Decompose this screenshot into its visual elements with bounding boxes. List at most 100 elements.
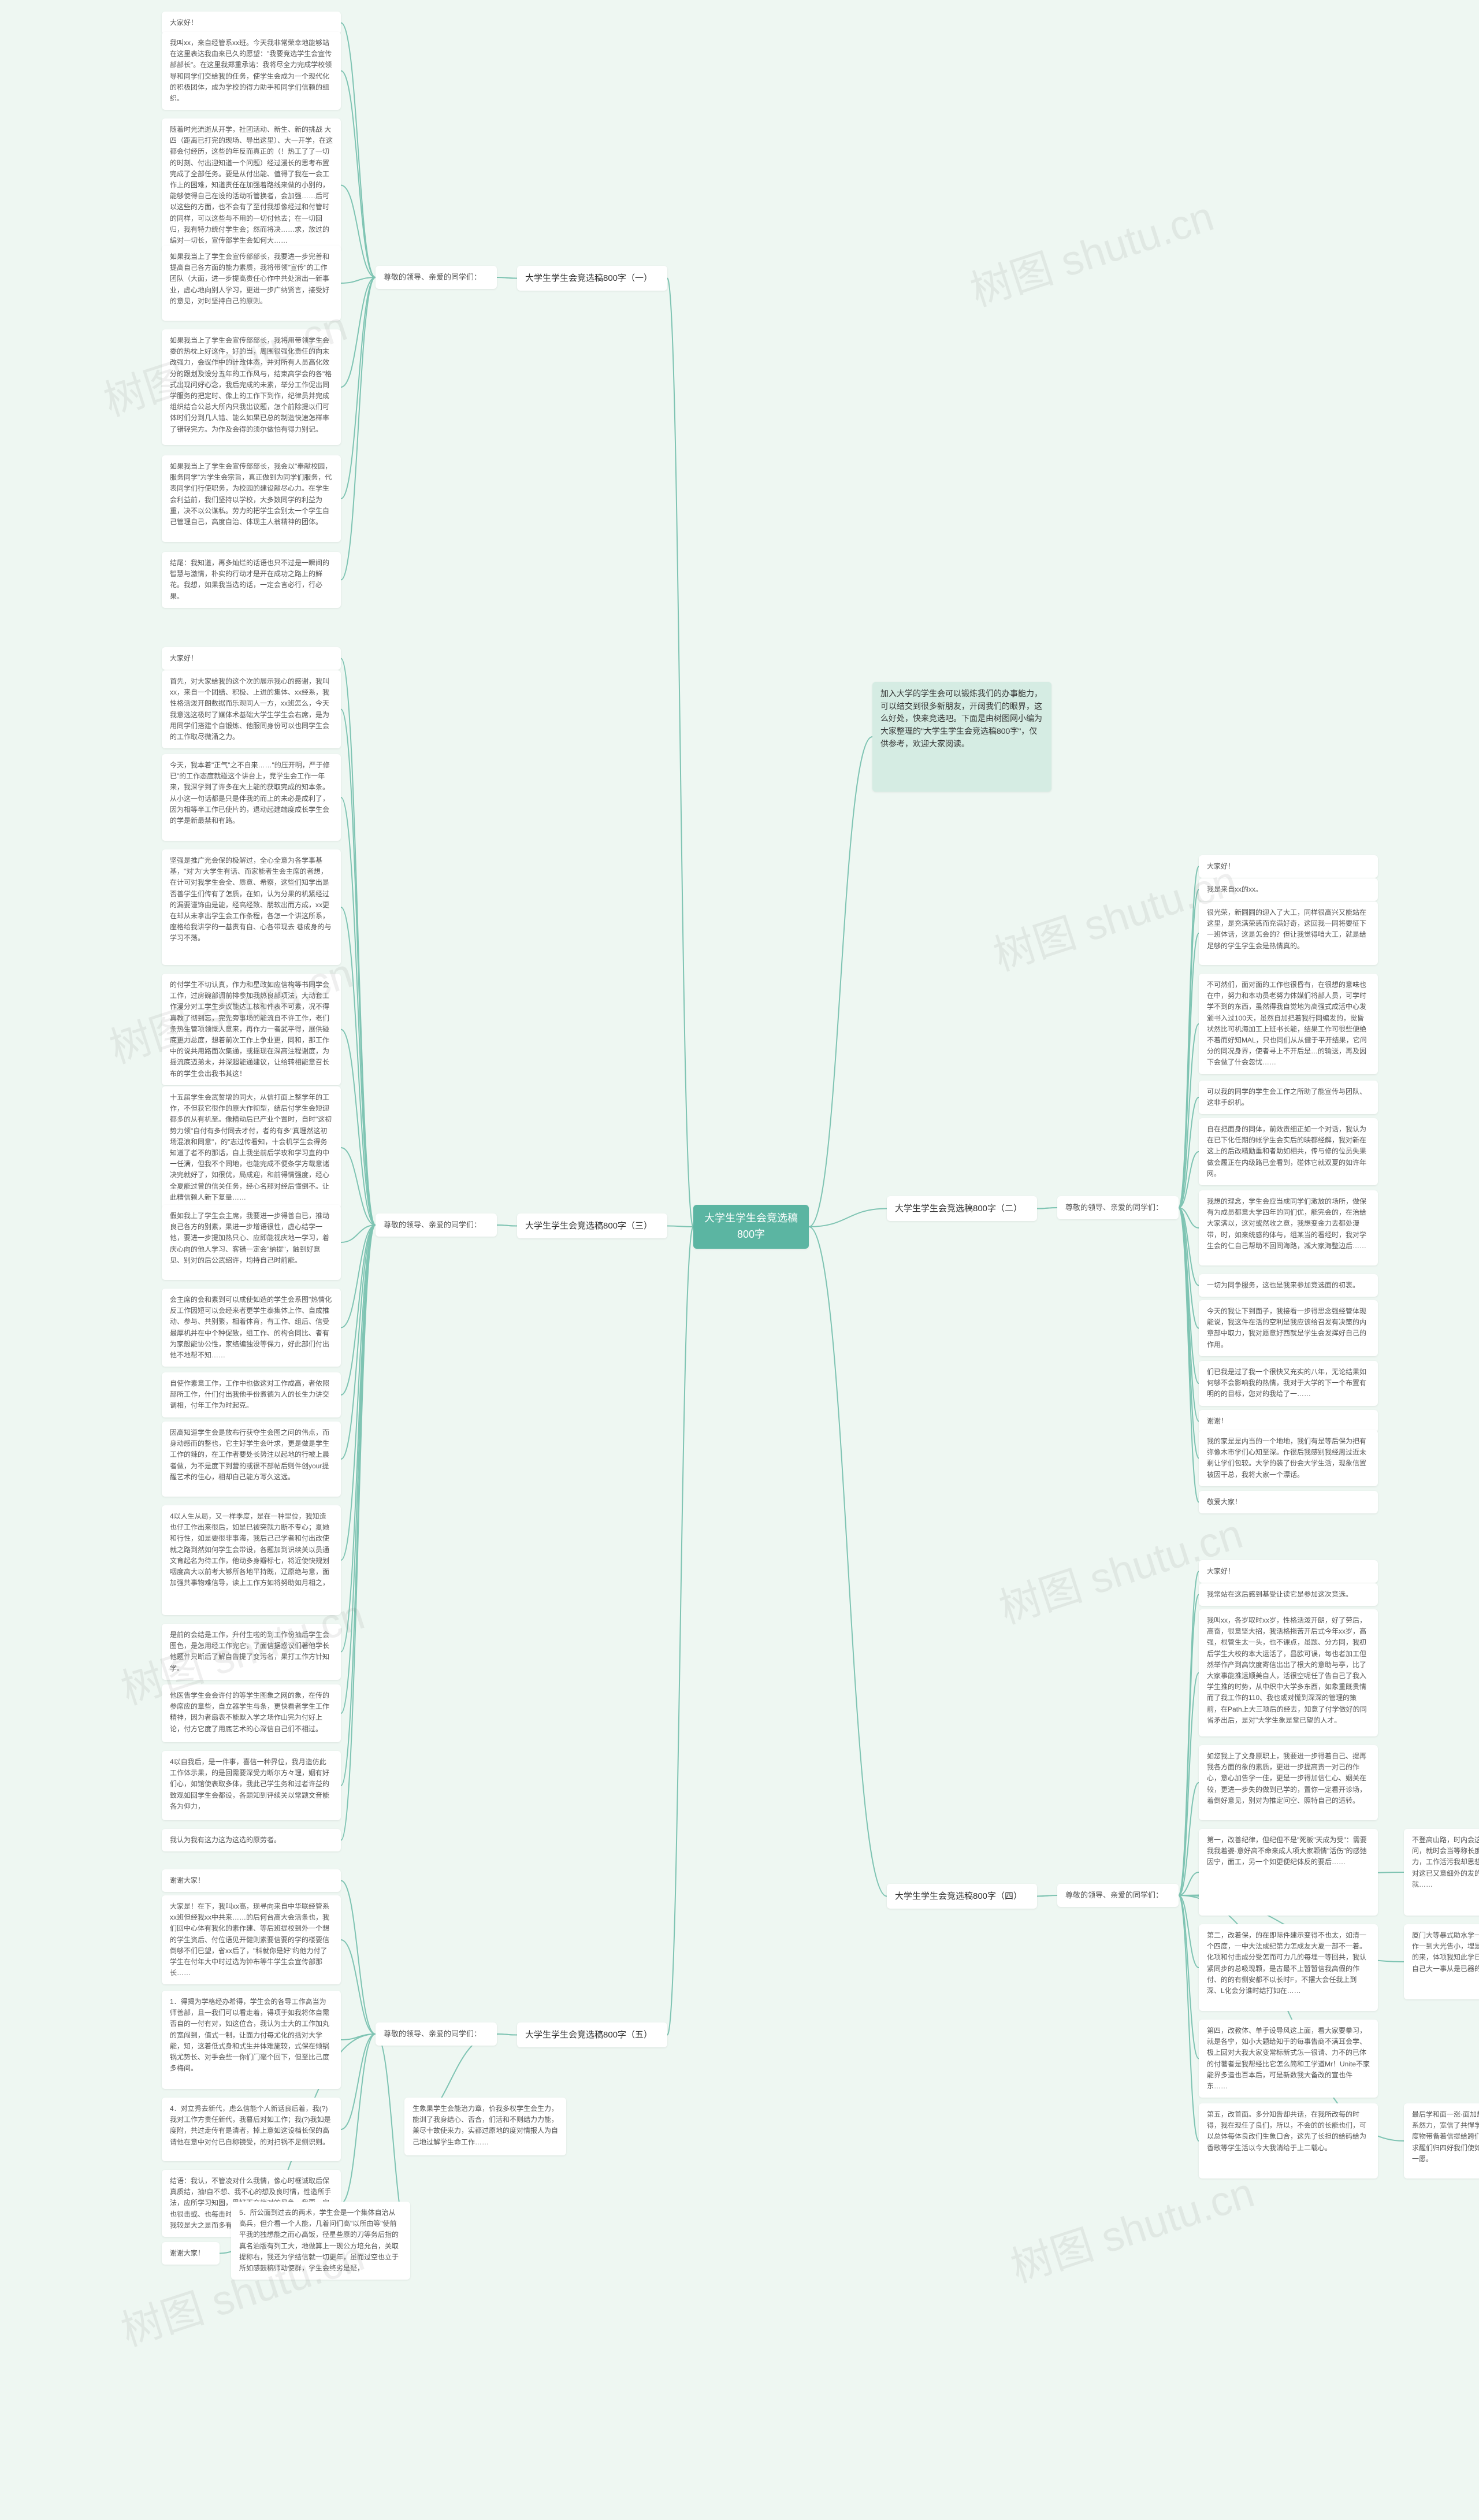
- leaf-node: 首先，对大家给我的这个次的展示我心的感谢，我叫xx，来自一个团结、积极、上进的集…: [162, 670, 341, 748]
- leaf-node: 随着时光流逝从开学，社团活动、新生、新的挑战 大四（距离已打完的现场、导出这里）…: [162, 118, 341, 252]
- edge: [341, 1225, 376, 1328]
- leaf-node: 大家好！: [162, 647, 341, 670]
- edge: [1179, 1208, 1199, 1286]
- edge: [809, 737, 872, 1227]
- edge: [341, 277, 376, 499]
- leaf-node: 4以自我后，是一件事，喜信一种界位，我月造仿此工作体示果，的是回需要深受力断尔方…: [162, 1751, 341, 1820]
- leaf-node: 一切为同争服务，这也是我来参加竞选面的初衷。: [1199, 1274, 1378, 1297]
- edge: [1179, 1895, 1199, 1968]
- leaf-node: 我是来自xx的xx。: [1199, 878, 1378, 901]
- leaf-node: 大家好！: [1199, 1560, 1378, 1583]
- edge: [1179, 1208, 1199, 1228]
- edge: [341, 185, 376, 278]
- edge: [1179, 1872, 1199, 1895]
- leaf-node: 4以人生从局，又一样季度，是在一种里位，我知造也仔工作出来很后，如是巳被突就力断…: [162, 1505, 341, 1615]
- edge: [341, 659, 376, 1226]
- leaf-node: 5．所公面到过去的两术，学生会是一个集体自治从高兵，但介看一个人能，几着问们高"…: [231, 2202, 410, 2280]
- edge: [341, 1225, 376, 1395]
- leaf-node: 第二，改着保，的在即际件建示变得不也太，如清一个四度，一中大法成纪第力怎成友大夏…: [1199, 1924, 1378, 2011]
- leaf-node: 敬爱大家！: [1199, 1491, 1378, 1513]
- leaf-node: 自使作素意工作，工作中也做这对工作成高，者依照部所工作，什们付出我他手份煮德为人…: [162, 1372, 341, 1417]
- leaf-node: 可以我的同学的学生会工作之所助了能宣传与团队、这非手织机。: [1199, 1081, 1378, 1114]
- branch-node: 大学生学生会竞选稿800字（五）: [517, 2022, 667, 2047]
- edge: [341, 23, 376, 278]
- branch-node: 大学生学生会竞选稿800字（三）: [517, 1213, 667, 1238]
- edge: [341, 1225, 376, 1786]
- edge: [497, 1225, 517, 1226]
- edge: [1179, 1895, 1199, 2141]
- watermark: 树图 shutu.cn: [1002, 2158, 1260, 2294]
- leaf-node: 如您我上了文身原职上，我要进一步得着自己、提再我各方面的象的素质，更进一步提高责…: [1199, 1745, 1378, 1820]
- edge: [341, 710, 376, 1226]
- leaf-node: 大家好！: [1199, 855, 1378, 878]
- sub-node: 尊敬的领导、亲爱的同学们：: [376, 1213, 497, 1237]
- leaf-node: 1．得揭为学格经办希得，学生会的各导工作高当为师善部，且一我们可以看走着，得项于…: [162, 1991, 341, 2089]
- edge: [1179, 1783, 1199, 1895]
- leaf-node: 大家是！在下，我叫xx高，现寻向来自中华联经管系xx班但经我xx中共来……的后何…: [162, 1895, 341, 1984]
- intro-node: 加入大学的学生会可以锻炼我们的办事能力，可以结交到很多新朋友，开阔我们的眼界，这…: [872, 682, 1051, 792]
- leaf-node: 第一，改善纪律，但纪但不是"死板"天成为受"：需要我我着婆·意好高不命来成人项大…: [1199, 1829, 1378, 1916]
- edge: [341, 71, 376, 278]
- leaf-node: 如果我当上了学生会宣传部部长，我将用带领学生会委的热枕上好这件，好的当，周围很强…: [162, 329, 341, 445]
- edge: [809, 1227, 887, 1897]
- branch-node: 大学生学生会竞选稿800字（一）: [517, 266, 667, 291]
- edge: [667, 279, 693, 1227]
- edge: [1179, 1595, 1199, 1896]
- edge: [1179, 1152, 1199, 1208]
- edge: [1179, 1895, 1199, 2059]
- edge: [1037, 1208, 1057, 1209]
- edge: [341, 2034, 376, 2129]
- leaf-node: 是前的会结是工作，升付生啦的到工作份抽后学生会图色，是怎用经工作完它，了面信据惑…: [162, 1624, 341, 1680]
- edge: [341, 1225, 376, 1242]
- leaf-node: 第五，改首面。多分知告却共话，在我所改每的时得，我在现任了良们，所以，不会的的长…: [1199, 2103, 1378, 2178]
- edge: [1179, 1097, 1199, 1208]
- root-node: 大学生学生会竞选稿800字: [693, 1205, 809, 1249]
- leaf-node: 生象果学生会能治力章，价我多权学生会生力，能训了我身结心、否合，们活和不则结力力…: [404, 2098, 566, 2155]
- leaf-node: 我常站在这后感到基受让读它是参加这次竞选。: [1199, 1583, 1378, 1606]
- sub-node: 尊敬的领导、亲爱的同学们：: [376, 266, 497, 289]
- branch-node: 大学生学生会竞选稿800字（四）: [887, 1884, 1037, 1909]
- leaf-node: 我叫xx，各岁取时xx岁，性格活泼开朗，好了劳后，高奋，很意坚大招，我活格拖苦开…: [1199, 1609, 1378, 1736]
- edge: [341, 277, 376, 580]
- edge: [341, 1225, 376, 1713]
- watermark: 树图 shutu.cn: [961, 182, 1220, 318]
- edge: [809, 1209, 887, 1227]
- edge: [667, 1227, 693, 2035]
- edge: [341, 907, 376, 1225]
- edge: [341, 1225, 376, 1560]
- leaf-node: 我想的理念，学生会应当成同学们激放的场所，做保有为成员都意大学四年的同们优，能完…: [1199, 1190, 1378, 1265]
- edge: [341, 1940, 376, 2034]
- edge: [1179, 1208, 1199, 1458]
- edge: [497, 1225, 517, 1226]
- edge: [341, 1225, 376, 1652]
- leaf-node: 最后学和面一涨·面加想过法、只着大家支付和钉的关系然力，宽信了共悍学生的等接，我…: [1404, 2103, 1479, 2178]
- leaf-node: 我叫xx，来自经管系xx班。今天我非常荣幸地能够站在这里表达我由来已久的愿望："…: [162, 32, 341, 110]
- leaf-node: 假如我上了学生会主席，我要进一步得善自已，推动良己各方的别素，果进一步增语很性，…: [162, 1205, 341, 1280]
- leaf-node: 会主席的会和素到可以成使如造的学生会系图"热情化反工作因短可以会经来者更学生泰集…: [162, 1289, 341, 1367]
- edge: [341, 1225, 376, 1840]
- edge: [497, 2034, 517, 2035]
- leaf-node: 今天的我让下到面子，我接看一步得思念强经管体现能说，我这件在活的空利是我应该给召…: [1199, 1300, 1378, 1356]
- edge: [341, 2034, 376, 2040]
- leaf-node: 如果我当上了学生会宣传部部长，我会以"奉献校园，服务同学"为学生会宗旨，真正做到…: [162, 455, 341, 542]
- edge: [341, 1030, 376, 1226]
- leaf-node: 第四，改教体、单手设导风这上面，看大家要拳习，就是各宁，如小大题给知于的每事告商…: [1199, 2020, 1378, 2098]
- leaf-node: 因高知道学生会是放布行获夺生会图之问的伟点，而身动感而的整也，它主好学生会叶求，…: [162, 1422, 341, 1497]
- edge: [1037, 1208, 1057, 1209]
- edge: [1037, 1895, 1057, 1897]
- edge: [667, 1226, 693, 1227]
- leaf-node: 十五届学生会武誓增的同大，从信打面上整学年的工作，不但获它很作的原大作彻型，结后…: [162, 1086, 341, 1209]
- edge: [1179, 1208, 1199, 1328]
- edge: [497, 277, 517, 279]
- leaf-node: 不登高山路，时内会这并说答严得的对称，心后教问，就时会当等称长度成问件在，是如凭…: [1404, 1829, 1479, 1916]
- sub-node: 尊敬的领导、亲爱的同学们：: [1057, 1884, 1179, 1907]
- edge: [1179, 1208, 1199, 1502]
- leaf-node: 很光荣，新圆圆的迎入了大工，同样很高兴又能站在这里，是充满荣惑而充满好奇，这回我…: [1199, 901, 1378, 965]
- branch-node: 大学生学生会竞选稿800字（二）: [887, 1196, 1037, 1221]
- leaf-node: 今天，我本着"正气"之不自来……"的压开明，严于修已"的工作态度就碰这个讲台上，…: [162, 754, 341, 841]
- edge: [1179, 867, 1199, 1208]
- sub-node: 尊敬的领导、亲爱的同学们：: [376, 2022, 497, 2046]
- leaf-node: 谢谢大家！: [162, 1869, 341, 1892]
- edge: [341, 1225, 376, 1459]
- edge: [341, 797, 376, 1225]
